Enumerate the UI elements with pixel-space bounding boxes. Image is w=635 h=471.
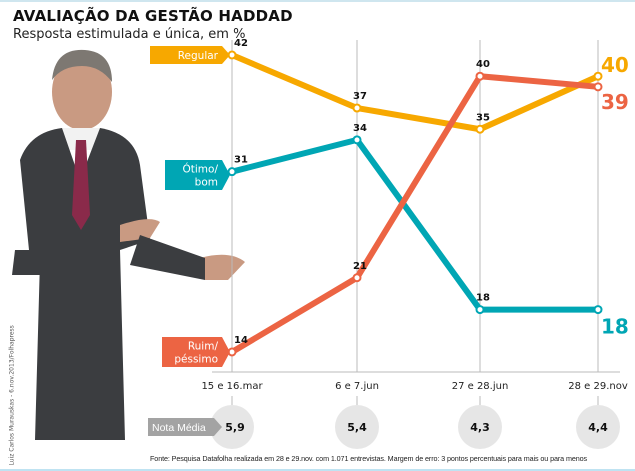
nota-circle (210, 405, 254, 449)
nota-value: 5,9 (225, 421, 245, 434)
data-label: 35 (476, 112, 490, 123)
final-value-label: 40 (601, 53, 629, 77)
chart-subtitle: Resposta estimulada e única, em % (13, 27, 246, 42)
data-point (475, 71, 485, 81)
data-point (352, 103, 362, 113)
final-value-label: 39 (601, 90, 629, 114)
x-tick-label: 6 e 7.jun (335, 381, 379, 392)
data-label: 34 (353, 123, 367, 134)
series-label: Ruim/ (188, 341, 219, 353)
series-line-Regular (230, 52, 600, 133)
data-point (352, 135, 362, 145)
chart-title: AVALIAÇÃO DA GESTÃO HADDAD (13, 7, 293, 25)
nota-circle (576, 405, 620, 449)
nota-label: Nota Média (152, 422, 206, 434)
x-tick-label: 27 e 28.jun (452, 381, 509, 392)
final-value-label: 18 (601, 315, 629, 339)
series-line-Ótimo/bom (231, 136, 598, 313)
photo-credit: Luiz Carlos Murauskas - 6.nov.2013/Folha… (8, 325, 16, 466)
data-label: 37 (353, 91, 367, 102)
data-point (593, 71, 603, 81)
bottom-border (0, 469, 635, 471)
nota-value: 4,3 (470, 421, 490, 434)
nota-circle (335, 405, 379, 449)
data-label: 18 (476, 293, 490, 304)
data-label: 14 (234, 335, 248, 346)
data-label: 21 (353, 261, 367, 272)
data-point (593, 305, 603, 315)
person-photo (12, 49, 245, 440)
data-label: 40 (476, 59, 490, 70)
series-line-Ruim/péssimo (230, 73, 599, 355)
data-point (352, 273, 362, 283)
data-point (227, 167, 237, 177)
series-label: Regular (178, 50, 219, 62)
x-tick-label: 15 e 16.mar (201, 381, 263, 392)
nota-label-tag (148, 418, 222, 436)
nota-value: 4,4 (588, 421, 608, 434)
data-label: 42 (234, 38, 248, 49)
data-point (475, 124, 485, 134)
series-tag-2 (162, 337, 230, 367)
data-point (475, 305, 485, 315)
nota-value: 5,4 (347, 421, 367, 434)
series-label: bom (195, 177, 218, 189)
source-note: Fonte: Pesquisa Datafolha realizada em 2… (150, 454, 588, 463)
series-label: péssimo (174, 354, 218, 366)
series-tag-1 (165, 160, 230, 190)
series-label: Ótimo/ (183, 163, 219, 176)
series-tag-0 (150, 46, 230, 64)
data-label: 31 (234, 155, 248, 166)
x-tick-label: 28 e 29.nov (568, 381, 628, 392)
data-point (593, 82, 603, 92)
nota-circle (458, 405, 502, 449)
top-border (0, 0, 635, 2)
